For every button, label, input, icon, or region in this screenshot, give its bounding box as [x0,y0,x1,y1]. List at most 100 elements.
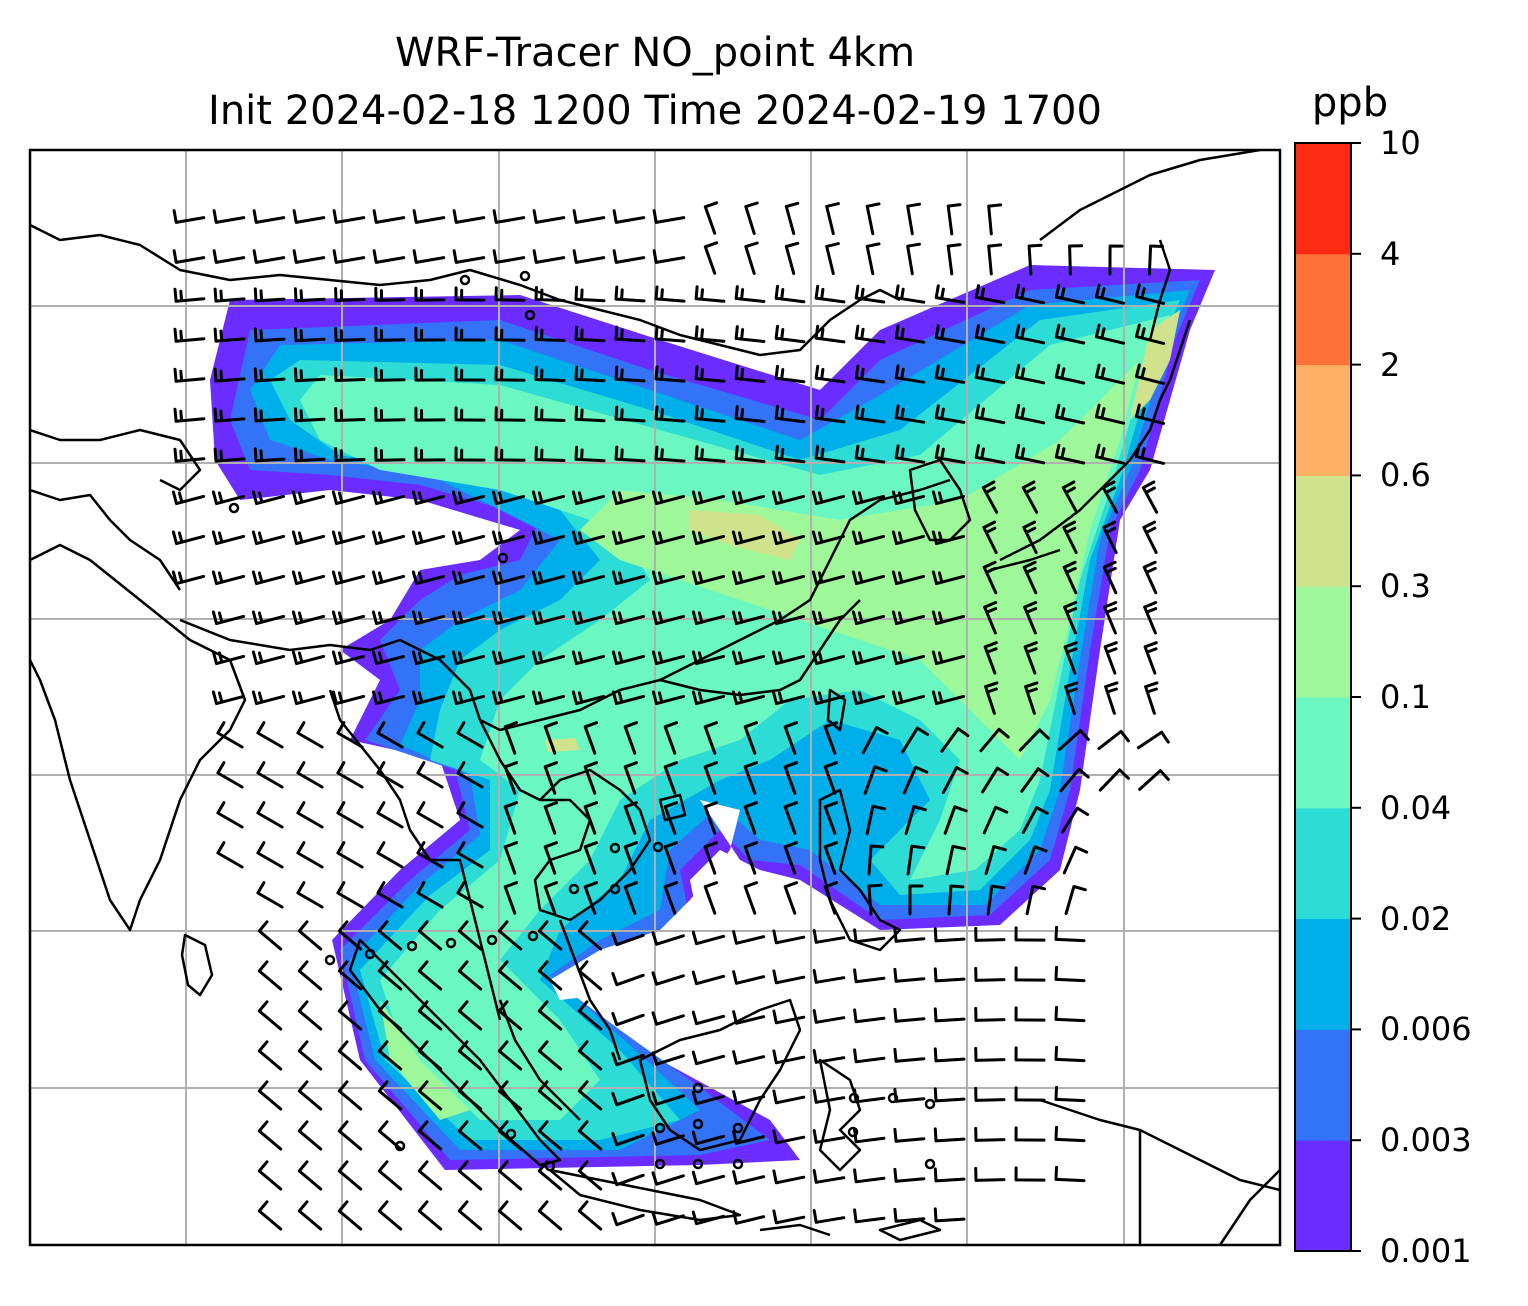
wind-barb [894,444,926,464]
wind-barb [374,326,406,342]
wind-barb [974,364,1006,385]
tracer-gap [550,800,820,1000]
wind-barb [783,801,798,835]
wind-barb [534,366,566,382]
wind-barb [457,1080,483,1111]
wind-barb [497,1040,523,1071]
colorbar-tick-label: 0.001 [1380,1232,1472,1270]
wind-barb [974,1166,1006,1182]
wind-barb [571,570,605,586]
wind-barb [414,326,446,342]
wind-barb [173,367,206,383]
wind-barb [1054,443,1086,465]
wind-barb [1025,884,1047,916]
wind-barb [337,1200,363,1231]
wind-barb [611,610,645,626]
wind-barb [982,805,1009,835]
wind-barb [651,1171,685,1186]
wind-barb [771,610,805,626]
wind-barb [377,1160,403,1191]
wind-barb [257,1080,283,1111]
wind-barb [537,1000,563,1031]
wind-barb [732,930,766,945]
wind-barb [703,841,718,875]
wind-barb [731,610,765,626]
wind-barb [172,249,206,264]
wind-barb [297,1120,323,1151]
wind-barb [293,367,326,383]
wind-barb [543,801,558,835]
wind-barb [372,249,406,264]
wind-barb [571,610,605,626]
wind-barb [332,209,366,224]
wind-barb [654,285,686,303]
wind-barb [981,480,999,514]
wind-barb [814,284,846,304]
wind-barb [171,530,205,546]
wind-barb [376,721,404,749]
wind-barb [213,287,246,303]
wind-barb [743,881,758,915]
wind-barb [497,920,523,951]
colorbar-segment [1295,253,1351,366]
wind-barb [414,366,446,382]
wind-barb [534,326,566,342]
wind-barb [253,407,286,423]
wind-barb [771,650,805,666]
wind-barb [213,407,246,423]
wind-barb [1022,560,1038,595]
wind-barb [497,1120,523,1151]
wind-barb [652,209,686,224]
wind-barb [334,367,366,382]
wind-barb [577,1080,603,1111]
wind-barb [377,1080,403,1111]
wind-barb [374,406,406,422]
wind-barb [577,1120,603,1151]
wind-barb [336,721,364,749]
wind-barb [211,650,245,666]
wind-barb [945,844,967,876]
wind-barb [974,1086,1006,1102]
wind-barb [492,209,526,224]
wind-barb [703,881,718,915]
wind-barb [491,650,525,666]
wind-barb [983,641,998,675]
wind-barb [253,447,286,463]
wind-barb [981,766,1010,794]
colorbar-tick-label: 0.6 [1380,456,1431,495]
wind-barb [451,570,485,586]
wind-barb [1134,323,1166,345]
wind-barb [853,1088,886,1104]
wind-barb [651,490,685,506]
wind-barb [293,327,326,343]
wind-barb [1062,845,1089,875]
wind-barb [851,530,885,546]
wind-barb [933,1167,966,1183]
wind-barb [374,286,406,302]
wind-barb [296,841,324,869]
wind-barb [623,841,638,875]
wind-barb [1094,283,1126,305]
wind-barb [1014,1006,1046,1022]
wind-barb [416,801,444,829]
wind-barb [774,364,806,384]
wind-barb [611,570,645,586]
wind-barb [503,721,518,755]
wind-barb [651,1091,685,1106]
wind-barb [694,365,726,383]
wind-barb [1014,1046,1046,1062]
wind-barb [1024,681,1039,715]
wind-barb [933,1047,966,1063]
wind-barb [651,570,685,586]
wind-barb [691,1210,725,1226]
wind-barb [491,570,525,586]
wind-barb [1097,729,1130,751]
wind-barb [812,1089,846,1104]
wind-barb [331,690,365,706]
wind-barb [1054,1045,1086,1063]
wind-barb [823,841,838,875]
wind-barb [1143,601,1158,635]
wind-barb [783,761,798,795]
wind-barb [691,650,725,666]
wind-barb [253,367,286,383]
